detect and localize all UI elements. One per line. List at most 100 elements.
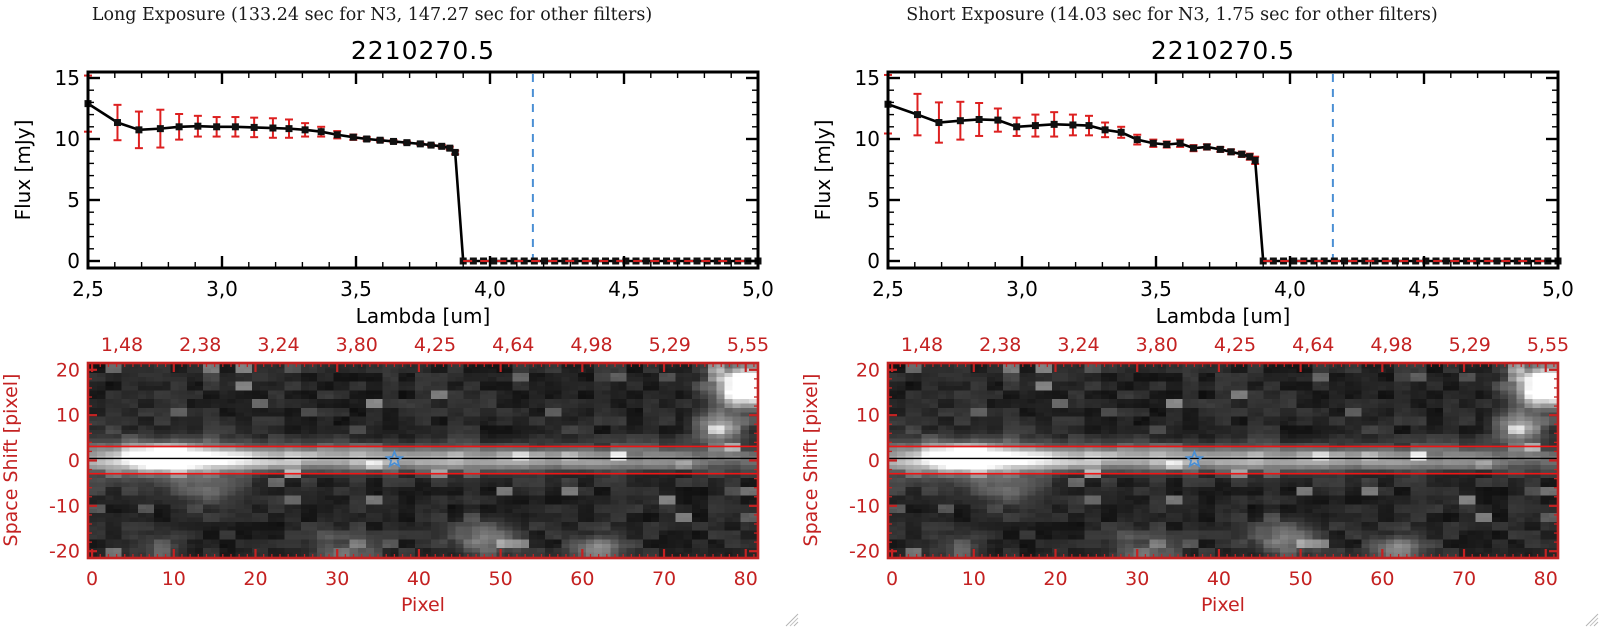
y-tick-label: 15	[855, 66, 880, 90]
y-tick-label: 10	[855, 127, 880, 151]
pixel-tick-label: 40	[1207, 568, 1231, 590]
plot-overlay: 2,5 3,0 3,5 4,0 4,5 5,0 0 5 10 15 Lambda [um] Flux …	[800, 66, 1574, 616]
image-frame	[86, 361, 760, 560]
y-tick-label: 10	[55, 127, 80, 151]
space-shift-tick-label: 0	[868, 450, 880, 472]
pixel-axis-label: Pixel	[401, 594, 445, 616]
pixel-tick-label: 50	[489, 568, 513, 590]
plot-frame	[886, 70, 1560, 270]
space-shift-tick-label: 10	[56, 405, 80, 427]
pixel-tick-label: 70	[652, 568, 676, 590]
object-id-title: 2210270.5	[1150, 36, 1296, 65]
y-axis-label: Flux [mJy]	[11, 120, 35, 221]
image-frame	[886, 361, 1560, 560]
flux-plot: 2,5 3,0 3,5 4,0 4,5 5,0 0 5 10 15 Lambda [um] Flux …	[811, 66, 1574, 328]
pixel-tick-label: 30	[325, 568, 349, 590]
data-markers	[84, 100, 762, 265]
pixel-tick-label: 80	[1534, 568, 1558, 590]
target-star-icon	[384, 449, 405, 469]
plot-overlay: 2,5 3,0 3,5 4,0 4,5 5,0 0 5 10 15 Lambda [um] Flux …	[0, 66, 774, 616]
axis-ticks	[86, 72, 760, 268]
space-shift-axis-label: Space Shift [pixel]	[800, 374, 822, 547]
space-shift-tick-label: 20	[856, 359, 880, 381]
x-tick-label: 4,0	[474, 277, 506, 301]
space-shift-tick-label: -10	[849, 495, 880, 517]
panel-long-exposure: Long Exposure (133.24 sec for N3, 147.27…	[0, 5, 799, 627]
pixel-tick-label: 80	[734, 568, 758, 590]
wavelength-label: 4,64	[1292, 334, 1334, 356]
pixel-tick-label: 50	[1289, 568, 1313, 590]
pixel-tick-label: 40	[407, 568, 431, 590]
x-tick-label: 4,5	[1408, 277, 1440, 301]
window-resize-grip-icon[interactable]	[1584, 612, 1599, 627]
pixel-tick-label: 30	[1125, 568, 1149, 590]
data-markers	[884, 100, 1562, 265]
pixel-tick-label: 20	[243, 568, 267, 590]
space-shift-tick-label: 0	[68, 450, 80, 472]
pixel-tick-label: 0	[86, 568, 98, 590]
wavelength-label: 1,48	[901, 334, 943, 356]
spectral-image-axes: 1,48 2,38 3,24 3,80 4,25 4,64 4,98 5,29 5,55 0 10 2…	[800, 334, 1569, 616]
x-tick-label: 3,0	[1006, 277, 1038, 301]
wavelength-label: 4,25	[414, 334, 456, 356]
panel-short-exposure: Short Exposure (14.03 sec for N3, 1.75 s…	[800, 0, 1600, 630]
spectral-image-axes: 1,48 2,38 3,24 3,80 4,25 4,64 4,98 5,29 5,55 0 10 2…	[0, 334, 769, 616]
spectral-image-canvas	[889, 364, 1557, 557]
y-tick-label: 5	[67, 188, 80, 212]
x-tick-label: 5,0	[742, 277, 774, 301]
pixel-tick-label: 60	[570, 568, 594, 590]
spectrum-line	[887, 103, 1558, 263]
space-shift-axis-label: Space Shift [pixel]	[0, 374, 22, 547]
x-tick-label: 4,0	[1274, 277, 1306, 301]
axis-ticks	[886, 72, 1560, 268]
x-tick-label: 3,5	[1140, 277, 1172, 301]
pixel-tick-label: 10	[162, 568, 186, 590]
x-axis-label: Lambda [um]	[356, 304, 491, 328]
y-tick-label: 0	[67, 249, 80, 273]
wavelength-label: 4,98	[570, 334, 612, 356]
x-tick-label: 2,5	[72, 277, 104, 301]
x-tick-label: 3,0	[206, 277, 238, 301]
space-shift-tick-label: -20	[49, 541, 80, 563]
target-star-icon	[1184, 449, 1205, 469]
space-shift-tick-label: -10	[49, 495, 80, 517]
wavelength-label: 3,24	[257, 334, 299, 356]
image-ticks	[888, 363, 1558, 558]
wavelength-label: 5,29	[649, 334, 691, 356]
wavelength-label: 3,80	[1136, 334, 1178, 356]
wavelength-label: 5,55	[1527, 334, 1569, 356]
wavelength-label: 4,64	[492, 334, 534, 356]
pixel-tick-label: 0	[886, 568, 898, 590]
x-axis-label: Lambda [um]	[1156, 304, 1291, 328]
pixel-tick-label: 60	[1370, 568, 1394, 590]
plot-frame	[86, 70, 760, 270]
spectrum-line	[87, 102, 758, 263]
x-tick-label: 3,5	[340, 277, 372, 301]
pixel-tick-label: 70	[1452, 568, 1476, 590]
x-tick-label: 2,5	[872, 277, 904, 301]
x-tick-label: 5,0	[1542, 277, 1574, 301]
wavelength-label: 4,25	[1214, 334, 1256, 356]
wavelength-label: 3,80	[336, 334, 378, 356]
y-tick-label: 5	[867, 188, 880, 212]
image-ticks	[88, 363, 758, 558]
wavelength-label: 5,55	[727, 334, 769, 356]
wavelength-label: 4,98	[1370, 334, 1412, 356]
space-shift-tick-label: -20	[849, 541, 880, 563]
wavelength-label: 3,24	[1057, 334, 1099, 356]
pixel-axis-label: Pixel	[1201, 594, 1245, 616]
y-tick-label: 0	[867, 249, 880, 273]
wavelength-label: 2,38	[979, 334, 1021, 356]
x-tick-label: 4,5	[608, 277, 640, 301]
object-id-title: 2210270.5	[350, 36, 496, 65]
space-shift-tick-label: 10	[856, 405, 880, 427]
y-axis-label: Flux [mJy]	[811, 120, 835, 221]
y-tick-label: 15	[55, 66, 80, 90]
exposure-title: Short Exposure (14.03 sec for N3, 1.75 s…	[906, 5, 1438, 25]
window-resize-grip-icon[interactable]	[784, 612, 799, 627]
wavelength-label: 2,38	[179, 334, 221, 356]
space-shift-tick-label: 20	[56, 359, 80, 381]
pixel-tick-label: 20	[1043, 568, 1067, 590]
pixel-tick-label: 10	[962, 568, 986, 590]
